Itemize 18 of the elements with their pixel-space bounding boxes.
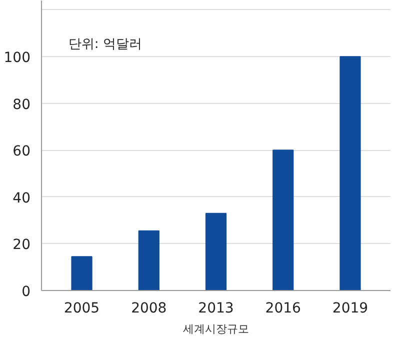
y-tick-label: 0: [22, 284, 31, 300]
annotation: 단위: 억달러: [68, 36, 142, 52]
x-tick-label: 2005: [64, 300, 100, 316]
y-tick-label: 80: [12, 96, 31, 113]
bar: [340, 56, 361, 290]
y-tick-label: 60: [12, 144, 31, 160]
x-tick-label: 2008: [131, 300, 167, 316]
bar: [138, 230, 160, 290]
bar: [71, 256, 92, 290]
x-tick-label: 2016: [265, 300, 302, 316]
text: 세계시장규모: [183, 322, 249, 336]
bar: [205, 212, 227, 290]
bar: [272, 150, 294, 290]
x-tick-label: 2019: [332, 300, 368, 316]
y-tick-label: 100: [4, 50, 31, 66]
y-tick-label: 20: [12, 237, 31, 254]
x-tick-label: 2013: [198, 300, 234, 316]
y-tick-label: 40: [12, 190, 31, 206]
